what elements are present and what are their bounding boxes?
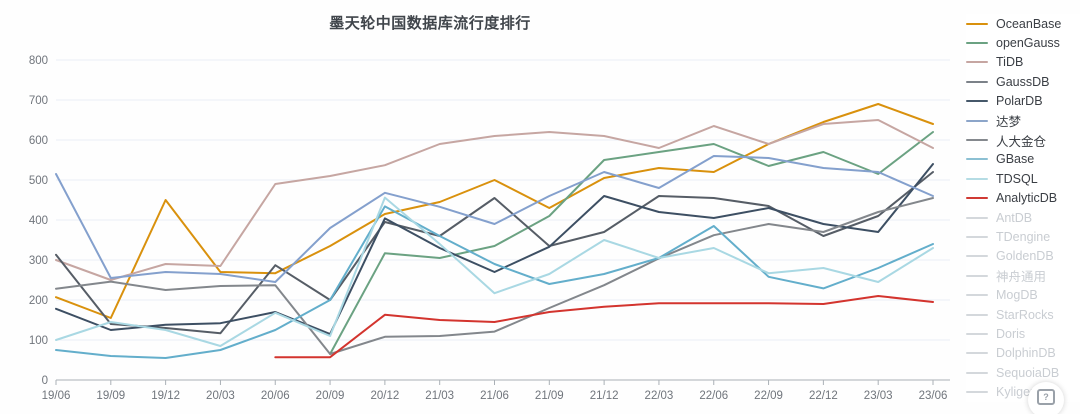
legend-swatch-icon (966, 352, 988, 355)
legend-label: TDSQL (996, 171, 1038, 186)
series-line-人大金仓 (55, 197, 934, 355)
legend-item-openGauss[interactable]: openGauss (966, 33, 1080, 52)
chart-canvas[interactable]: 0 100 200 300 400 500 600 700 800 19/06 19/09 19/12… (0, 0, 958, 414)
legend-label: TiDB (996, 55, 1024, 70)
legend-swatch-icon (966, 139, 988, 142)
series-line-TDSQL (55, 196, 934, 347)
legend-swatch-icon (966, 197, 988, 200)
y-axis-label: 500 (29, 175, 48, 187)
legend-item-StarRocks[interactable]: StarRocks (966, 305, 1080, 324)
legend-swatch-icon (966, 177, 988, 180)
legend-label: MogDB (996, 288, 1038, 303)
help-button[interactable]: ? (1028, 382, 1064, 414)
legend-label: OceanBase (996, 16, 1062, 31)
x-axis-label: 20/12 (370, 390, 399, 402)
legend-swatch-icon (966, 235, 988, 238)
legend-swatch-icon (966, 22, 988, 25)
legend-swatch-icon (966, 255, 988, 258)
x-axis-label: 23/06 (919, 390, 948, 402)
legend-swatch-icon (966, 42, 988, 45)
y-axis-label: 800 (29, 55, 48, 67)
legend-swatch-icon (966, 274, 988, 277)
keyboard-help-icon: ? (1037, 389, 1055, 405)
legend-item-GaussDB[interactable]: GaussDB (966, 72, 1080, 91)
legend-swatch-icon (966, 158, 988, 161)
x-axis-label: 21/06 (480, 390, 509, 402)
legend-label: 人大金仓 (996, 134, 1047, 149)
y-axis-label: 700 (29, 95, 48, 107)
legend-item-PolarDB[interactable]: PolarDB (966, 92, 1080, 111)
legend-item-GoldenDB[interactable]: GoldenDB (966, 247, 1080, 266)
x-axis-label: 21/09 (535, 390, 564, 402)
legend-item-人大金仓[interactable]: 人大金仓 (966, 130, 1080, 149)
legend-swatch-icon (966, 294, 988, 297)
legend-swatch-icon (966, 61, 988, 64)
legend-label: AntDB (996, 210, 1033, 225)
legend-label: GoldenDB (996, 249, 1054, 264)
legend-item-TiDB[interactable]: TiDB (966, 53, 1080, 72)
x-axis-label: 19/09 (96, 390, 125, 402)
legend-swatch-icon (966, 119, 988, 122)
legend-label: DolphinDB (996, 346, 1056, 361)
legend-item-神舟通用[interactable]: 神舟通用 (966, 266, 1080, 285)
legend-swatch-icon (966, 313, 988, 316)
series-line-达梦 (55, 155, 934, 283)
x-axis-label: 22/06 (699, 390, 728, 402)
legend-label: StarRocks (996, 307, 1054, 322)
legend-label: AnalyticDB (996, 191, 1058, 206)
x-axis-label: 21/03 (425, 390, 454, 402)
legend-item-AnalyticDB[interactable]: AnalyticDB (966, 189, 1080, 208)
y-axis-label: 300 (29, 255, 48, 267)
legend-label: SequoiaDB (996, 365, 1060, 380)
series-line-TiDB (55, 119, 934, 281)
legend-swatch-icon (966, 332, 988, 335)
series-line-AnalyticDB (274, 295, 934, 359)
legend-swatch-icon (966, 80, 988, 83)
series-line-GBase (55, 205, 934, 359)
legend-swatch-icon (966, 371, 988, 374)
legend-item-GBase[interactable]: GBase (966, 150, 1080, 169)
x-axis-label: 19/06 (42, 390, 71, 402)
x-axis-label: 23/03 (864, 390, 893, 402)
legend-item-AntDB[interactable]: AntDB (966, 208, 1080, 227)
legend-swatch-icon (966, 216, 988, 219)
series-line-PolarDB (55, 163, 934, 335)
x-axis-label: 20/03 (206, 390, 235, 402)
x-axis-label: 21/12 (590, 390, 619, 402)
legend-label: 达梦 (996, 115, 1022, 130)
legend-item-TDengine[interactable]: TDengine (966, 227, 1080, 246)
x-axis-label: 22/03 (645, 390, 674, 402)
legend-item-SequoiaDB[interactable]: SequoiaDB (966, 363, 1080, 382)
legend-label: 神舟通用 (996, 270, 1047, 285)
legend-label: GBase (996, 152, 1035, 167)
legend-item-DolphinDB[interactable]: DolphinDB (966, 344, 1080, 363)
chart-title: 墨天轮中国数据库流行度排行 (329, 15, 531, 32)
legend-item-达梦[interactable]: 达梦 (966, 111, 1080, 130)
y-axis-label: 400 (29, 215, 48, 227)
legend-swatch-icon (966, 100, 988, 103)
legend-item-OceanBase[interactable]: OceanBase (966, 14, 1080, 33)
legend-label: GaussDB (996, 74, 1050, 89)
legend-label: Doris (996, 326, 1026, 341)
legend-item-TDSQL[interactable]: TDSQL (966, 169, 1080, 188)
x-axis-label: 19/12 (151, 390, 180, 402)
y-axis-label: 0 (42, 375, 48, 387)
legend-item-Doris[interactable]: Doris (966, 324, 1080, 343)
x-axis-label: 20/06 (261, 390, 290, 402)
series-line-GaussDB (55, 171, 934, 335)
series-line-openGauss (329, 131, 934, 355)
legend-label: openGauss (996, 36, 1060, 51)
y-axis-label: 200 (29, 295, 48, 307)
legend-label: PolarDB (996, 94, 1043, 109)
x-axis-label: 22/09 (754, 390, 783, 402)
y-axis-label: 600 (29, 135, 48, 147)
x-axis-label: 22/12 (809, 390, 838, 402)
legend-label: TDengine (996, 229, 1051, 244)
x-axis-label: 20/09 (316, 390, 345, 402)
y-axis-label: 100 (29, 335, 48, 347)
legend-item-MogDB[interactable]: MogDB (966, 285, 1080, 304)
legend-swatch-icon (966, 391, 988, 394)
chart-legend: OceanBase openGauss TiDB GaussDB PolarDB 达梦人大… (966, 14, 1080, 402)
